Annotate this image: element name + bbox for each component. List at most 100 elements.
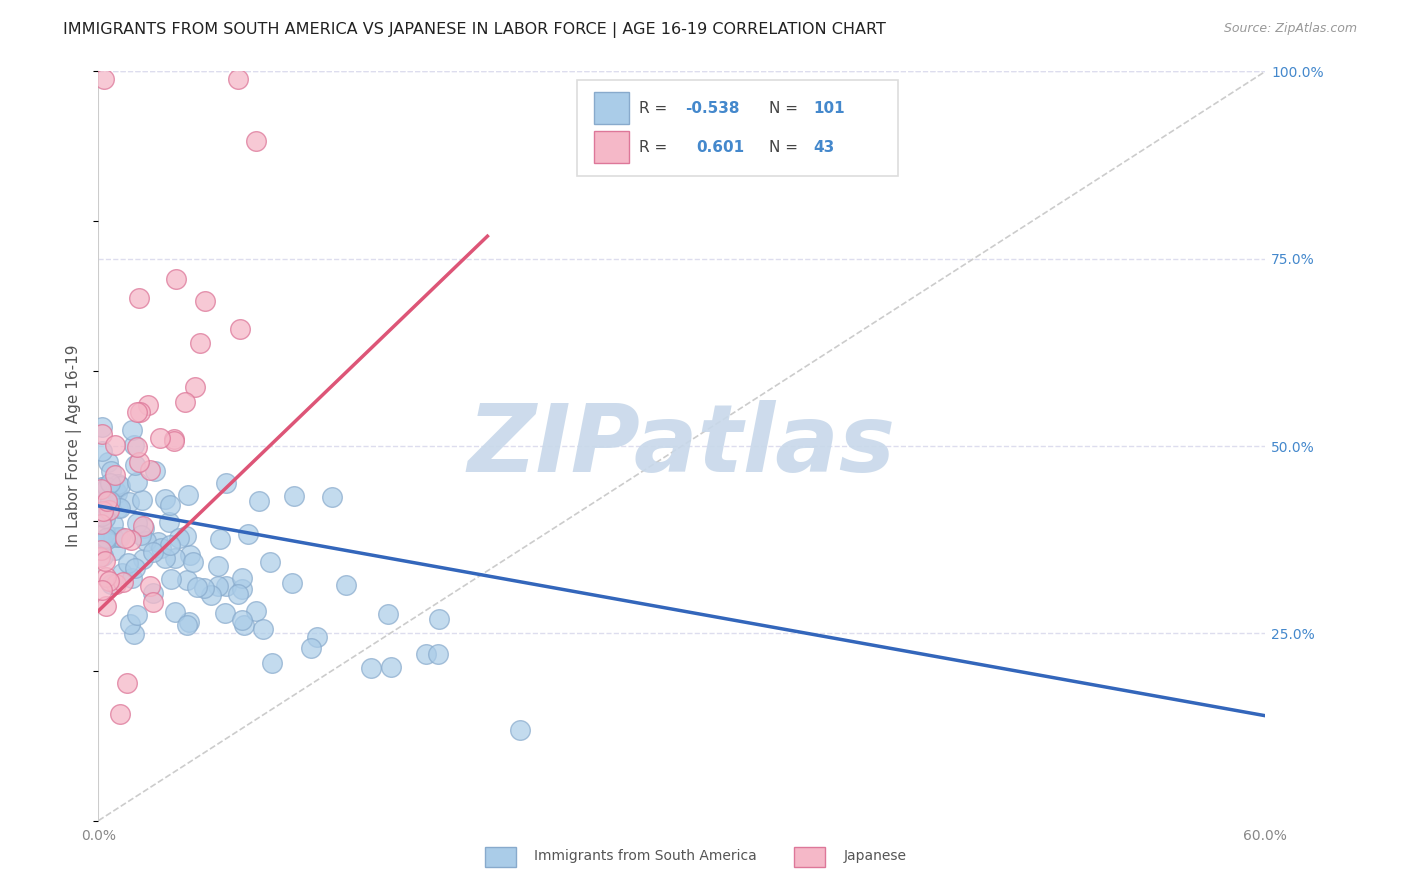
Text: Immigrants from South America: Immigrants from South America [534,849,756,863]
Point [157,515,180,529]
Point [118,495,141,509]
Point [127,475,149,489]
Point [183,555,205,569]
Text: Japanese: Japanese [844,849,907,863]
Point [111,574,134,589]
Text: N =: N = [769,101,803,116]
Point [176,573,198,587]
Point [177,488,200,502]
Point [104,467,127,482]
Point [132,551,155,566]
Point [91,480,114,494]
Point [115,675,138,690]
Point [98,574,121,589]
Point [90,482,112,496]
Point [117,556,139,570]
Point [427,612,450,626]
Point [153,550,176,565]
Point [104,576,127,591]
Point [96,599,118,614]
Point [335,577,357,591]
Point [94,531,117,545]
Point [104,542,127,557]
Point [96,480,118,494]
Point [194,294,217,309]
Point [98,493,121,508]
Text: R =: R = [638,139,676,154]
Point [231,613,253,627]
Point [93,554,115,568]
Point [307,630,329,644]
Point [283,489,305,503]
Point [96,493,118,508]
Point [377,607,399,622]
Point [321,490,343,504]
Text: ZIPatlas: ZIPatlas [468,400,896,492]
Point [90,582,112,597]
Point [97,503,120,517]
Point [108,501,131,516]
Point [120,616,142,631]
Point [91,535,114,549]
Point [247,493,270,508]
Point [108,706,131,721]
Point [125,516,148,530]
Point [131,528,153,542]
Point [94,570,117,584]
Point [142,545,165,559]
Bar [595,131,630,162]
Point [124,561,146,575]
Point [146,535,169,549]
Point [245,134,267,148]
Point [100,464,122,478]
Point [107,500,129,515]
Point [91,420,114,434]
Point [236,526,259,541]
Point [207,579,229,593]
Point [162,432,184,446]
Point [174,528,197,542]
Point [174,395,197,409]
Point [142,586,165,600]
Point [132,521,155,535]
Point [231,571,253,585]
Text: 0.601: 0.601 [696,139,744,154]
Point [103,517,125,532]
Point [100,577,122,591]
Text: 43: 43 [814,139,835,154]
Point [165,272,187,286]
Point [91,479,114,493]
FancyBboxPatch shape [576,80,898,177]
Point [107,530,129,544]
Point [104,438,127,452]
Point [108,479,131,493]
Point [94,511,117,525]
Point [262,656,284,670]
Point [229,322,252,336]
Point [159,572,181,586]
Y-axis label: In Labor Force | Age 16-19: In Labor Force | Age 16-19 [66,344,83,548]
Point [214,476,236,491]
Point [91,509,114,524]
Point [153,492,176,507]
Point [509,723,531,737]
Point [131,492,153,507]
Point [91,549,114,563]
Point [232,617,254,632]
Text: N =: N = [769,139,803,154]
Point [97,455,120,469]
Point [124,458,146,472]
Point [107,476,129,491]
Point [208,532,231,546]
Point [90,543,112,558]
Point [90,426,112,441]
Point [122,438,145,452]
Point [228,71,250,86]
Point [139,579,162,593]
Point [149,431,172,445]
Point [360,661,382,675]
Text: Source: ZipAtlas.com: Source: ZipAtlas.com [1223,22,1357,36]
Point [142,595,165,609]
Point [179,549,201,563]
Point [131,519,153,533]
